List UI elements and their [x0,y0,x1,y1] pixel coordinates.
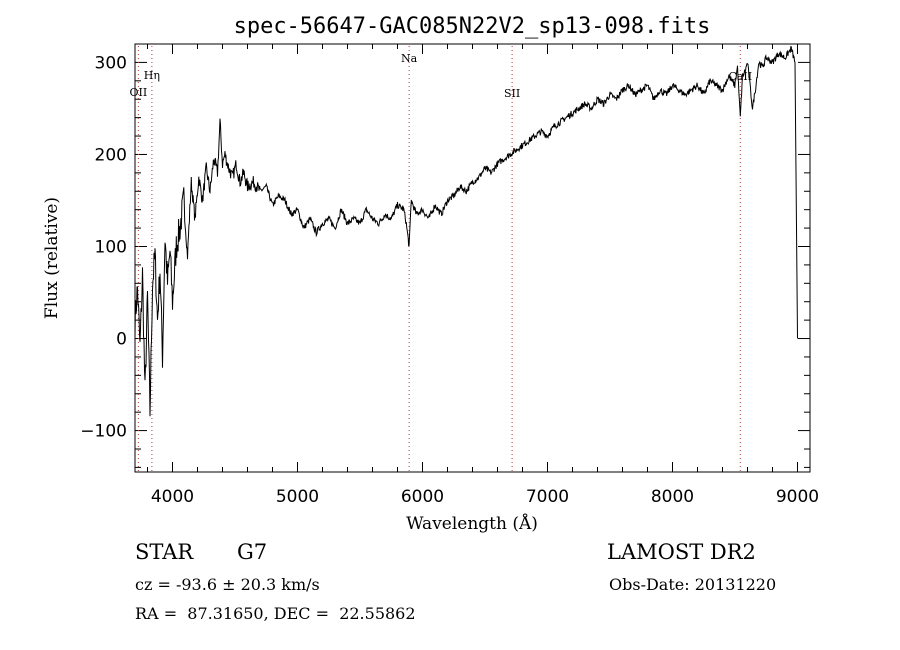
x-axis-label: Wavelength (Å) [406,513,538,534]
coordinates: RA = 87.31650, DEC = 22.55862 [135,604,416,623]
chart-title: spec-56647-GAC085N22V2_sp13-098.fits [234,14,711,39]
spectral-line-label: SII [504,87,520,100]
spectral-line-label: OII [130,86,148,99]
x-tick-label: 5000 [276,487,319,507]
emission-lines: OII Hη Na SII CaII [130,46,752,472]
x-tick-label: 7000 [526,487,569,507]
x-tick-label: 9000 [776,487,819,507]
spectral-line-label: Na [401,52,418,65]
redshift-velocity: cz = -93.6 ± 20.3 km/s [135,575,320,594]
y-axis-label: Flux (relative) [42,197,62,319]
x-tick-labels: 4000 5000 6000 7000 8000 9000 [151,487,819,507]
observation-date: Obs-Date: 20131220 [609,575,777,594]
spectral-line-label: CaII [728,70,752,83]
x-tick-label: 6000 [401,487,444,507]
y-tick-label: 300 [95,53,127,73]
axis-ticks [135,43,810,472]
y-tick-label: 100 [95,237,127,257]
object-subclass: G7 [237,540,268,564]
survey-name: LAMOST DR2 [607,540,756,564]
y-tick-label: 200 [95,145,127,165]
y-tick-label: −100 [80,422,127,442]
object-class: STAR [135,540,194,564]
plot-frame [134,43,811,473]
spectrum-line [134,45,798,417]
x-tick-label: 8000 [651,487,694,507]
x-tick-label: 4000 [151,487,194,507]
y-tick-label: 0 [116,330,127,350]
y-tick-labels: −100 0 100 200 300 [80,53,127,441]
spectral-line-label: Hη [144,69,160,82]
